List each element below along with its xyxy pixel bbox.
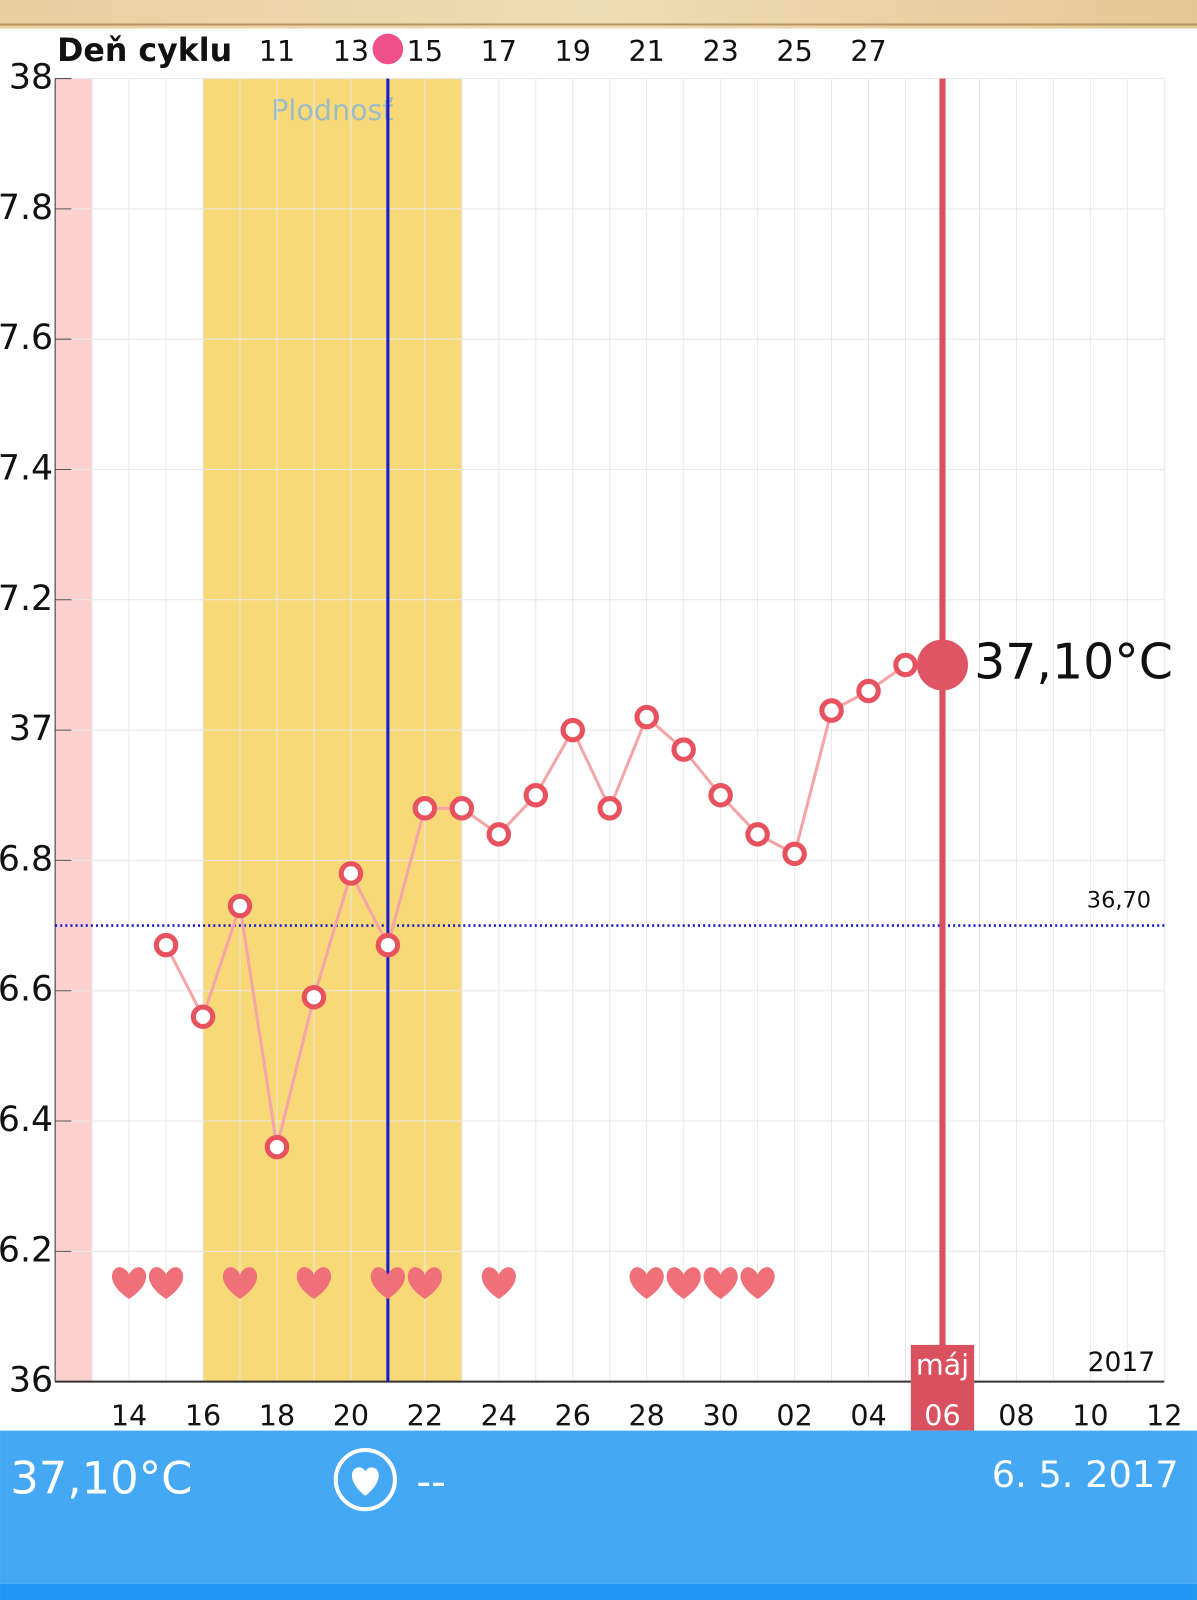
x-tick-label: 20 xyxy=(333,1398,369,1432)
point xyxy=(819,698,844,723)
cycle-day-title: Deň cyklu xyxy=(57,33,232,69)
x-tick-label: 14 xyxy=(111,1398,147,1432)
point xyxy=(449,796,475,821)
y-tick-label: 37 xyxy=(9,709,53,749)
heart xyxy=(111,1267,147,1299)
point xyxy=(375,932,401,958)
reference-label: 36,70 xyxy=(1087,888,1151,914)
plot: Plodnosť 14 16 18 20 22 24 26 28 30 02 04 08 10 12 11 13… xyxy=(0,33,1182,1432)
heart xyxy=(740,1267,775,1299)
point xyxy=(708,783,733,808)
fertile-label: Plodnosť xyxy=(271,93,393,127)
point xyxy=(486,822,512,847)
heart xyxy=(407,1267,442,1299)
x-tick-label: 04 xyxy=(850,1398,886,1432)
footer-temperature: 37,10°C xyxy=(10,1452,192,1505)
point xyxy=(412,796,438,821)
temperature-line xyxy=(164,663,943,1148)
year-label: 2017 xyxy=(1088,1347,1155,1378)
cycle-day-label: 25 xyxy=(776,34,812,68)
point xyxy=(190,1004,216,1030)
ovulation-dot xyxy=(372,33,404,65)
point xyxy=(560,717,585,743)
value-label: 37,10°C xyxy=(974,633,1173,690)
y-tick-label: 36.2 xyxy=(0,1230,53,1270)
today-box xyxy=(910,1344,975,1431)
heart-icon xyxy=(351,1467,379,1496)
x-tick-label: 10 xyxy=(1072,1398,1108,1432)
cycle-day-label: 13 xyxy=(333,34,369,68)
footer-strip xyxy=(0,1583,1197,1600)
x-tick-label: 08 xyxy=(998,1398,1034,1432)
x-tick-label: 02 xyxy=(776,1398,812,1432)
heart xyxy=(296,1267,332,1299)
point xyxy=(523,783,549,808)
y-tick-label: 36.8 xyxy=(0,839,53,879)
cycle-day-label: 11 xyxy=(259,34,295,68)
footer-date: 6. 5. 2017 xyxy=(992,1453,1179,1496)
point xyxy=(301,984,327,1010)
heart xyxy=(222,1267,258,1299)
x-tick-label: 18 xyxy=(259,1398,295,1432)
point xyxy=(671,737,696,762)
point xyxy=(634,704,659,730)
footer-status: -- xyxy=(416,1458,445,1506)
point xyxy=(338,861,364,886)
heart-button[interactable] xyxy=(333,1447,397,1512)
cycle-day-label: 15 xyxy=(407,34,443,68)
current-point xyxy=(916,639,968,691)
cycle-day-label: 23 xyxy=(702,34,738,68)
y-tick-label: 36.4 xyxy=(0,1100,53,1140)
x-tick-label: 12 xyxy=(1146,1398,1182,1432)
y-tick-label: 37.4 xyxy=(0,448,53,488)
x-tick-label: 22 xyxy=(407,1398,443,1432)
cycle-day-label: 27 xyxy=(850,34,886,68)
cycle-day-label: 21 xyxy=(629,34,665,68)
point xyxy=(227,893,253,919)
heart xyxy=(370,1267,405,1299)
cycle-day-label: 17 xyxy=(481,34,517,68)
y-tick-label: 36.6 xyxy=(0,970,53,1010)
y-tick-label: 37.2 xyxy=(0,579,53,619)
cycle-day-label: 19 xyxy=(555,34,591,68)
heart xyxy=(666,1267,701,1299)
heart xyxy=(148,1267,184,1299)
y-tick-label: 38 xyxy=(9,58,53,98)
y-tick-label: 36 xyxy=(9,1361,53,1401)
today-month: máj xyxy=(916,1347,969,1381)
point xyxy=(153,932,179,958)
x-tick-label: 28 xyxy=(629,1398,665,1432)
x-tick-label: 26 xyxy=(555,1398,591,1432)
heart xyxy=(481,1267,516,1299)
x-tick-label: 06 xyxy=(924,1398,960,1432)
point xyxy=(745,822,770,847)
heart xyxy=(629,1267,664,1299)
point xyxy=(782,841,807,867)
point xyxy=(597,796,622,821)
footer-bar xyxy=(0,1430,1197,1584)
heart xyxy=(703,1267,738,1299)
x-tick-label: 16 xyxy=(185,1398,221,1432)
y-tick-label: 37.8 xyxy=(0,188,53,228)
point xyxy=(893,652,918,678)
point xyxy=(264,1134,290,1160)
x-tick-label: 30 xyxy=(702,1398,738,1432)
y-tick-label: 37.6 xyxy=(0,318,53,358)
point xyxy=(856,678,881,704)
x-tick-label: 24 xyxy=(481,1398,517,1432)
